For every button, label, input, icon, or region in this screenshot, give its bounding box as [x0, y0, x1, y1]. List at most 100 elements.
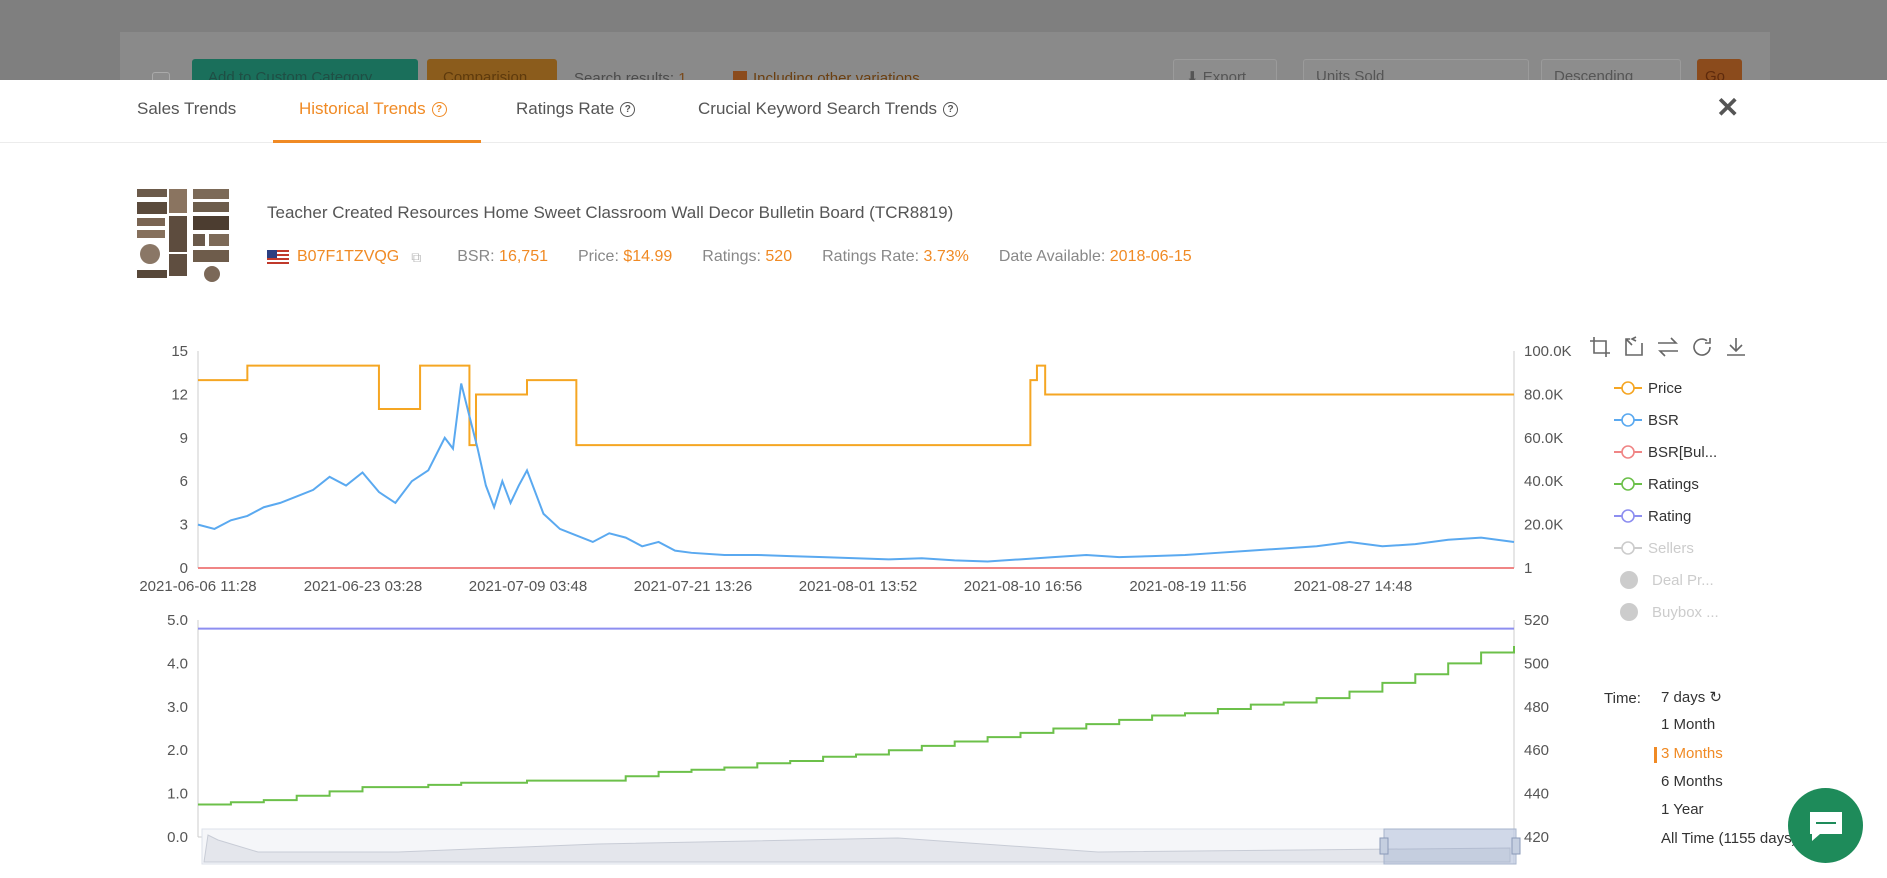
tab-sales-trends[interactable]: Sales Trends [137, 99, 237, 118]
legend-marker [1614, 381, 1642, 395]
y-right-tick-label: 460 [1524, 742, 1549, 759]
help-icon[interactable]: ? [431, 101, 447, 117]
y-left-tick-label: 9 [180, 430, 188, 447]
legend-label: Rating [1648, 507, 1692, 525]
y-left-tick-label: 6 [180, 473, 188, 490]
zoom-icon[interactable] [1588, 335, 1612, 359]
y-left-tick-label: 1.0 [167, 786, 188, 803]
zoom-handle-right [1511, 837, 1521, 855]
time-option-3-months[interactable]: 3 Months [1654, 744, 1723, 763]
x-tick-label: 2021-07-09 03:48 [469, 578, 587, 595]
x-tick-label: 2021-08-27 14:48 [1294, 578, 1412, 595]
y-right-tick-label: 440 [1524, 786, 1549, 803]
chart-panel-2: 0.0 1.0 2.0 3.0 4.0 5.0 420 440 460 480 500 520 [167, 612, 1549, 846]
legend-item-bsr-bul[interactable]: BSR[Bul... [1614, 436, 1719, 468]
help-icon[interactable]: ? [943, 101, 959, 117]
legend-item-buybox[interactable]: Buybox ... [1614, 596, 1719, 628]
y-left-tick-label: 3 [180, 517, 188, 534]
y-left-tick-label: 15 [171, 343, 188, 360]
legend-label: Deal Pr... [1652, 571, 1714, 589]
legend-item-price[interactable]: Price [1614, 372, 1719, 404]
active-tab-indicator [273, 140, 481, 143]
refresh-icon[interactable]: ↻ [1705, 689, 1722, 706]
legend-item-sellers[interactable]: Sellers [1614, 532, 1719, 564]
us-flag-icon [267, 249, 289, 265]
legend-label: BSR [1648, 411, 1679, 429]
refresh-icon[interactable] [1690, 335, 1714, 359]
zoom-window [1383, 828, 1517, 865]
legend-label: Buybox ... [1652, 603, 1719, 621]
series-line-bsr [197, 383, 1515, 563]
ratings-rate-info: Ratings Rate: 3.73% [822, 248, 969, 265]
legend-item-bsr[interactable]: BSR [1614, 404, 1719, 436]
product-info-row: B07F1TZVQG ⧉ BSR: 16,751 Price: $14.99 R… [267, 248, 1222, 266]
zoom-reset-icon[interactable] [1622, 335, 1646, 359]
legend-item-ratings[interactable]: Ratings [1614, 468, 1719, 500]
series-line-price [198, 364, 1514, 447]
y-left-tick-label: 5.0 [167, 612, 188, 629]
y-left-tick-label: 12 [171, 386, 188, 403]
y-left-tick-label: 0.0 [167, 829, 188, 846]
legend-marker [1614, 445, 1642, 459]
series-line-ratings [198, 646, 1515, 806]
time-label: Time: [1604, 690, 1641, 707]
chart-panel-1: 0 3 6 9 12 15 1 20.0K 40.0K 60.0K 80.0K 100.0K 2021-… [139, 343, 1571, 595]
y-right-tick-label: 480 [1524, 699, 1549, 716]
ratings-info: Ratings: 520 [702, 248, 793, 265]
product-title[interactable]: Teacher Created Resources Home Sweet Cla… [267, 203, 954, 222]
product-thumbnail [137, 189, 229, 282]
date-available-info: Date Available: 2018-06-15 [998, 248, 1192, 265]
legend-marker [1614, 477, 1642, 491]
legend-label: Sellers [1648, 539, 1694, 557]
x-tick-label: 2021-08-01 13:52 [799, 578, 917, 595]
time-option-7-days[interactable]: 7 days ↻ [1661, 689, 1722, 706]
x-tick-label: 2021-08-19 11:56 [1129, 578, 1246, 595]
legend-marker [1620, 571, 1638, 589]
close-icon[interactable]: ✕ [1716, 92, 1740, 123]
y-left-tick-label: 0 [180, 560, 188, 577]
legend-marker [1614, 541, 1642, 555]
legend-marker [1614, 413, 1642, 427]
time-option-6-months[interactable]: 6 Months [1661, 772, 1723, 790]
tab-keyword-search-trends[interactable]: Crucial Keyword Search Trends? [698, 99, 959, 119]
y-left-tick-label: 3.0 [167, 699, 188, 716]
y-right-tick-label: 420 [1524, 829, 1549, 846]
external-link-icon[interactable]: ⧉ [411, 248, 422, 265]
zoom-handle-left [1379, 837, 1389, 855]
y-right-tick-label: 500 [1524, 655, 1549, 672]
y-right-tick-label: 40.0K [1524, 473, 1563, 490]
chart-legend: Price BSR BSR[Bul... Ratings Rating Sellers De… [1614, 372, 1719, 628]
legend-label: BSR[Bul... [1648, 443, 1718, 461]
legend-item-rating[interactable]: Rating [1614, 500, 1719, 532]
legend-marker [1614, 509, 1642, 523]
legend-item-deal-pr[interactable]: Deal Pr... [1614, 564, 1719, 596]
y-right-tick-label: 80.0K [1524, 386, 1563, 403]
swap-icon[interactable] [1656, 335, 1680, 359]
time-option-1-year[interactable]: 1 Year [1661, 801, 1704, 819]
chart-toolbox [1588, 335, 1748, 359]
x-tick-label: 2021-08-10 16:56 [964, 578, 1082, 595]
y-right-tick-label: 60.0K [1524, 430, 1563, 447]
tab-historical-trends[interactable]: Historical Trends? [299, 99, 447, 119]
help-icon[interactable]: ? [620, 101, 636, 117]
y-right-tick-label: 100.0K [1524, 343, 1572, 360]
price-info: Price: $14.99 [577, 248, 673, 265]
y-right-tick-label: 1 [1524, 560, 1532, 577]
asin-link[interactable]: B07F1TZVQG [297, 248, 400, 265]
y-right-tick-label: 20.0K [1524, 517, 1563, 534]
download-icon[interactable] [1724, 335, 1748, 359]
time-option-1-month[interactable]: 1 Month [1661, 716, 1716, 734]
legend-label: Ratings [1648, 475, 1699, 493]
time-option-all-time-1155-days[interactable]: All Time (1155 days) [1661, 829, 1797, 847]
chat-support-button[interactable] [1788, 788, 1863, 863]
legend-marker [1620, 603, 1638, 621]
chat-icon [1809, 811, 1842, 841]
tab-ratings-rate[interactable]: Ratings Rate? [516, 99, 636, 119]
tab-bar: Sales Trends Historical Trends? Ratings … [0, 80, 1887, 143]
zoom-preview [203, 834, 1511, 863]
bsr-info: BSR: 16,751 [457, 248, 548, 265]
data-zoom-slider [201, 828, 1521, 865]
legend-label: Price [1648, 379, 1683, 397]
x-tick-label: 2021-07-21 13:26 [634, 578, 752, 595]
